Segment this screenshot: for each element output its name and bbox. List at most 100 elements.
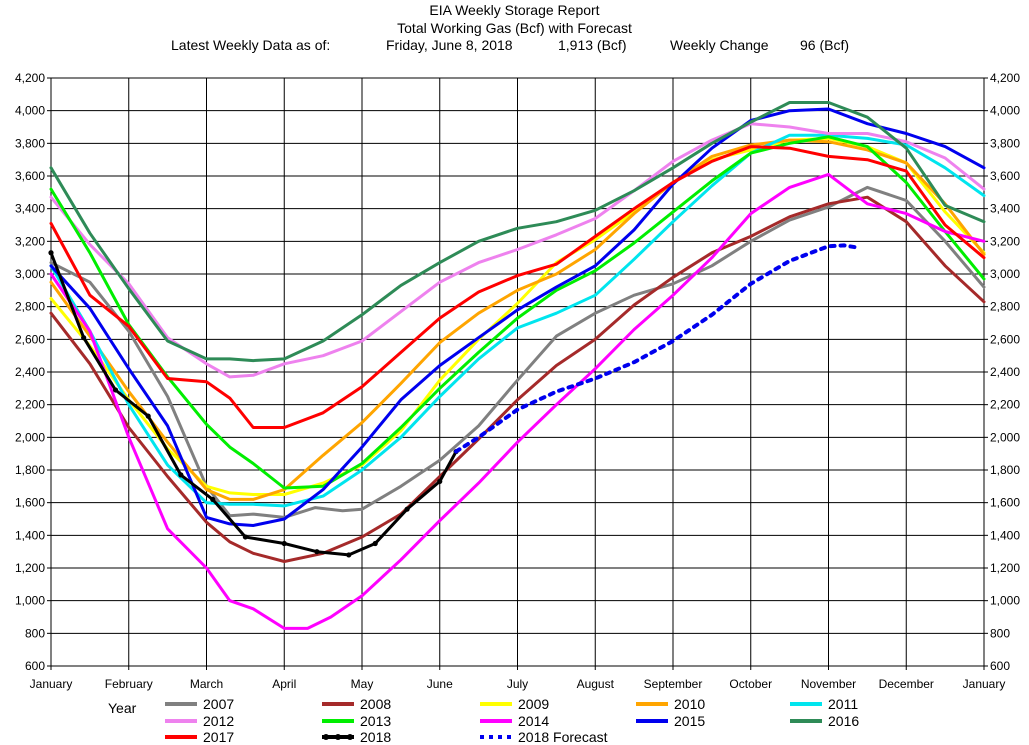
x-tick-label: January [963,677,1006,691]
y-tick-label: 2,000 [15,430,45,444]
x-tick-label: December [879,677,934,691]
data-point [437,478,443,485]
y-tick-label: 2,200 [990,398,1020,412]
series-line-2011 [49,133,986,508]
y-tick-label: 800 [25,626,45,640]
data-point [281,540,287,547]
data-point [48,250,54,256]
y-tick-label: 600 [990,659,1010,673]
legend-label: 2017 [203,729,234,745]
latest-data-value: 1,913 (Bcf) [558,37,627,53]
x-tick-label: October [729,677,772,691]
y-tick-label: 3,800 [15,136,45,150]
weekly-change-label: Weekly Change [670,37,769,53]
report-header: EIA Weekly Storage Report Total Working … [0,0,1029,56]
x-tick-label: May [351,677,374,691]
series-line-2010 [49,138,986,501]
legend-label: 2011 [828,696,858,712]
y-tick-label: 1,400 [990,528,1020,542]
y-tick-label: 3,000 [990,267,1020,281]
y-tick-label: 4,200 [15,71,45,85]
legend-title: Year [108,700,137,716]
y-tick-label: 3,000 [15,267,45,281]
legend-label: 2018 [360,729,391,745]
weekly-change-value: 96 (Bcf) [800,37,850,53]
data-point [81,335,87,341]
series-line-2012 [49,122,986,379]
series-line-2017 [49,145,986,429]
x-tick-label: January [30,677,73,691]
series-lines [48,101,986,630]
series-line-2018 [49,251,458,557]
y-tick-label: 2,600 [15,332,45,346]
y-tick-label: 2,800 [15,300,45,314]
latest-data-date: Friday, June 8, 2018 [386,37,513,53]
y-tick-label: 1,400 [15,528,45,542]
y-tick-label: 2,600 [990,332,1020,346]
x-tick-label: September [644,677,703,691]
report-subtitle: Total Working Gas (Bcf) with Forecast [397,20,632,36]
legend-label: 2009 [518,696,549,712]
y-tick-label: 1,000 [990,594,1020,608]
y-tick-label: 1,000 [15,594,45,608]
x-tick-label: June [427,677,453,691]
legend-label: 2016 [828,713,859,729]
y-tick-label: 1,600 [990,496,1020,510]
y-tick-label: 4,000 [15,104,45,118]
y-tick-label: 3,400 [990,202,1020,216]
y-tick-label: 1,200 [15,561,45,575]
series-line-2015 [49,107,986,527]
legend-label: 2018 Forecast [518,729,608,745]
legend-label: 2007 [203,696,234,712]
y-tick-label: 4,200 [990,71,1020,85]
y-tick-label: 1,600 [15,496,45,510]
series-line-2014 [49,172,986,630]
data-point [242,534,248,540]
series-line-2007 [49,185,986,519]
y-tick-label: 2,400 [990,365,1020,379]
y-axis-right: 600 800 1,000 1,200 1,400 1,600 1,800 2,000 2,20… [984,71,1020,673]
y-tick-label: 600 [25,659,45,673]
y-tick-label: 1,200 [990,561,1020,575]
data-point [178,472,184,478]
y-tick-label: 3,800 [990,136,1020,150]
x-tick-label: February [105,677,153,691]
legend-marker [347,734,353,740]
x-tick-label: March [190,677,223,691]
report-title: EIA Weekly Storage Report [429,2,600,18]
y-tick-label: 3,400 [15,202,45,216]
legend-label: 2012 [203,713,234,729]
y-tick-label: 3,200 [990,234,1020,248]
legend-marker [323,734,329,740]
x-tick-label: April [272,677,296,691]
grid [50,77,985,667]
latest-data-label: Latest Weekly Data as of: [171,37,331,53]
data-point [210,496,216,502]
series-line-2008 [49,195,986,563]
legend-marker [335,734,341,740]
y-tick-label: 3,200 [15,234,45,248]
x-tick-label: July [507,677,528,691]
data-point [314,549,320,555]
y-tick-label: 2,400 [15,365,45,379]
legend-label: 2013 [360,713,391,729]
data-point [372,540,378,547]
data-point [145,413,151,419]
y-tick-label: 2,000 [990,430,1020,444]
y-tick-label: 2,200 [15,398,45,412]
series-line-2018-forecast [454,243,862,454]
legend-label: 2008 [360,696,391,712]
y-tick-label: 3,600 [990,169,1020,183]
y-tick-label: 4,000 [990,104,1020,118]
x-axis: January February March April May June July Augu… [30,666,1006,691]
data-point [112,387,119,393]
y-tick-label: 1,800 [990,463,1020,477]
legend-label: 2015 [674,713,705,729]
data-point [346,552,352,558]
y-tick-label: 1,800 [15,463,45,477]
x-tick-label: November [801,677,856,691]
legend-label: 2014 [518,713,549,729]
x-tick-label: August [577,677,615,691]
